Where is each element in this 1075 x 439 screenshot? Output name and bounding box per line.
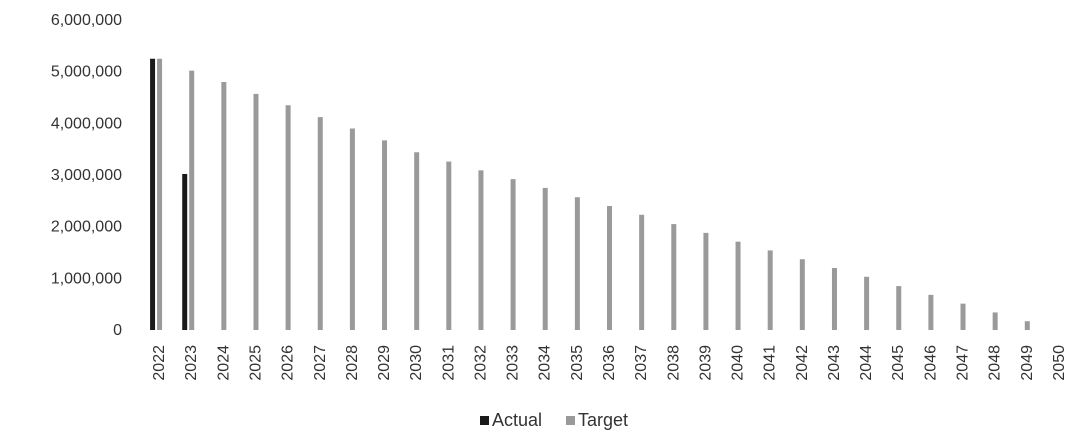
bar-target-2034 [542,187,548,330]
x-tick-label: 2022 [151,345,168,381]
x-tick-label: 2025 [247,345,264,381]
bar-target-2035 [574,197,580,330]
x-tick-label: 2048 [987,345,1004,381]
bar-target-2046 [928,294,934,330]
bar-target-2028 [349,128,355,330]
bar-target-2030 [414,152,420,330]
bar-target-2029 [382,140,388,330]
x-tick-label: 2033 [505,345,522,381]
x-tick-label: 2049 [1019,345,1036,381]
x-tick-label: 2039 [697,345,714,381]
bar-target-2040 [735,241,741,330]
bar-target-2048 [992,312,998,330]
bar-target-2025 [253,93,259,330]
bar-target-2036 [607,206,612,330]
x-tick-label: 2044 [858,345,875,381]
bar-target-2023 [189,70,195,330]
y-tick-label: 5,000,000 [51,64,122,81]
y-tick-label: 1,000,000 [51,270,122,287]
x-tick-label: 2046 [922,345,939,381]
x-tick-label: 2047 [955,345,972,381]
bar-target-2045 [896,286,902,330]
x-tick-label: 2027 [312,345,329,381]
legend-label-actual: Actual [492,410,542,430]
bar-target-2044 [864,276,870,330]
bar-target-2038 [671,224,677,330]
y-axis: 0 1,000,000 2,000,000 3,000,000 4,000,000 5,0… [51,12,122,339]
bar-target-2049 [1024,321,1030,330]
bar-target-2026 [285,105,291,330]
bar-target-2032 [478,170,484,330]
y-tick-label: 0 [113,322,122,339]
bar-target-2039 [703,232,709,330]
y-tick-label: 2,000,000 [51,219,122,236]
bar-target-2043 [831,268,837,330]
x-tick-label: 2023 [183,345,200,381]
x-tick-label: 2032 [472,345,489,381]
legend: Actual Target [480,410,628,430]
x-tick-label: 2028 [344,345,361,381]
bar-target-2037 [639,214,645,330]
y-tick-label: 4,000,000 [51,115,122,132]
bar-target-2024 [221,82,227,330]
x-tick-label: 2045 [890,345,907,381]
x-tick-label: 2036 [601,345,618,381]
x-axis: 2022 2023 2024 2025 2026 2027 2028 2029 2030 2031… [151,345,1068,381]
x-tick-label: 2037 [633,345,650,381]
x-tick-label: 2035 [569,345,586,381]
bar-actual-2023 [182,173,188,330]
x-tick-label: 2041 [762,345,779,381]
x-tick-label: 2031 [440,345,457,381]
bar-target-2042 [799,259,805,330]
x-tick-label: 2024 [215,345,232,381]
y-tick-label: 3,000,000 [51,167,122,184]
x-tick-label: 2043 [826,345,843,381]
bar-target-2033 [510,179,516,330]
bar-target-2022 [157,58,163,330]
bar-target-2047 [960,303,966,330]
bar-actual-2022 [150,58,156,330]
bar-target-2031 [446,161,452,330]
bars [150,58,1030,330]
legend-label-target: Target [578,410,628,430]
x-tick-label: 2050 [1051,345,1068,381]
x-tick-label: 2029 [376,345,393,381]
bar-target-2041 [767,250,773,330]
x-tick-label: 2026 [280,345,297,381]
x-tick-label: 2040 [730,345,747,381]
y-tick-label: 6,000,000 [51,12,122,29]
x-tick-label: 2030 [408,345,425,381]
x-tick-label: 2038 [665,345,682,381]
legend-swatch-target [566,416,575,425]
bar-target-2027 [317,117,323,330]
x-tick-label: 2042 [794,345,811,381]
legend-swatch-actual [480,416,489,425]
x-tick-label: 2034 [537,345,554,381]
